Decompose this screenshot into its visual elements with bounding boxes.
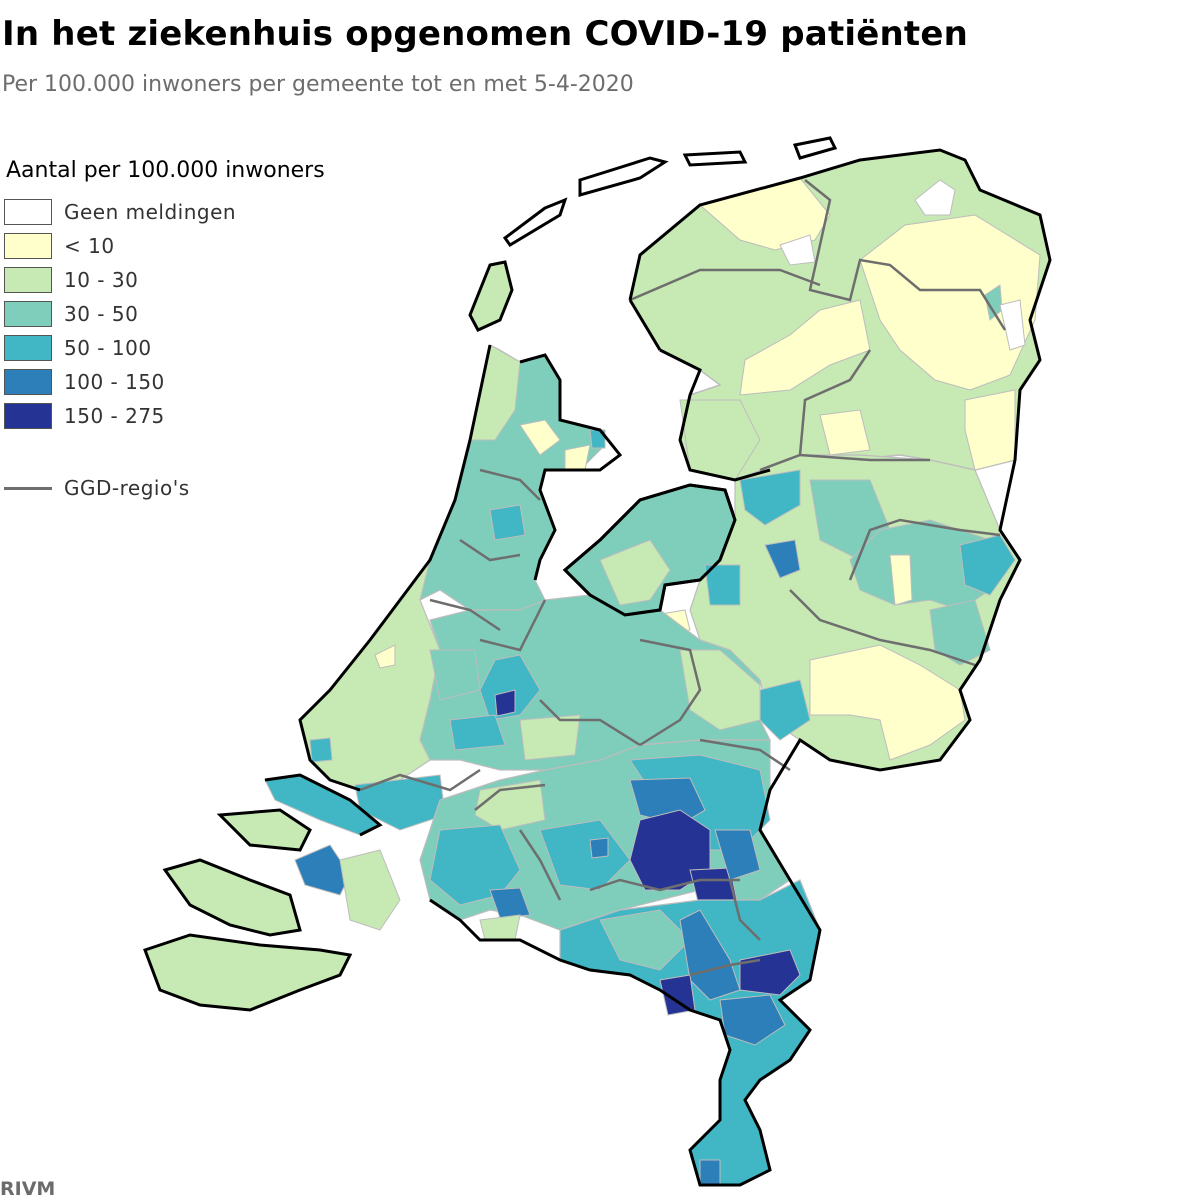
legend-swatch (4, 335, 52, 361)
legend-label: Geen meldingen (64, 200, 237, 224)
legend-item: Geen meldingen (4, 195, 325, 229)
legend-label: 150 - 275 (64, 404, 165, 428)
legend-ggd-label: GGD-regio's (64, 476, 190, 500)
legend-swatch (4, 233, 52, 259)
source-credit: RIVM (0, 1178, 56, 1200)
legend-ggd: GGD-regio's (4, 471, 325, 505)
legend-label: 50 - 100 (64, 336, 152, 360)
legend-swatch (4, 301, 52, 327)
legend-swatch (4, 199, 52, 225)
legend-item: 100 - 150 (4, 365, 325, 399)
legend-swatch (4, 369, 52, 395)
legend-label: 100 - 150 (64, 370, 165, 394)
legend-item: 30 - 50 (4, 297, 325, 331)
legend: Aantal per 100.000 inwoners Geen melding… (4, 158, 325, 505)
ggd-line-swatch (4, 486, 52, 490)
legend-item: < 10 (4, 229, 325, 263)
legend-title: Aantal per 100.000 inwoners (6, 158, 325, 183)
legend-label: 10 - 30 (64, 268, 139, 292)
legend-item: 10 - 30 (4, 263, 325, 297)
legend-label: < 10 (64, 234, 115, 258)
legend-swatch (4, 267, 52, 293)
legend-item: 50 - 100 (4, 331, 325, 365)
legend-swatch (4, 403, 52, 429)
chart-subtitle: Per 100.000 inwoners per gemeente tot en… (2, 72, 634, 97)
legend-label: 30 - 50 (64, 302, 139, 326)
chart-title: In het ziekenhuis opgenomen COVID-19 pat… (2, 14, 969, 54)
legend-item: 150 - 275 (4, 399, 325, 433)
